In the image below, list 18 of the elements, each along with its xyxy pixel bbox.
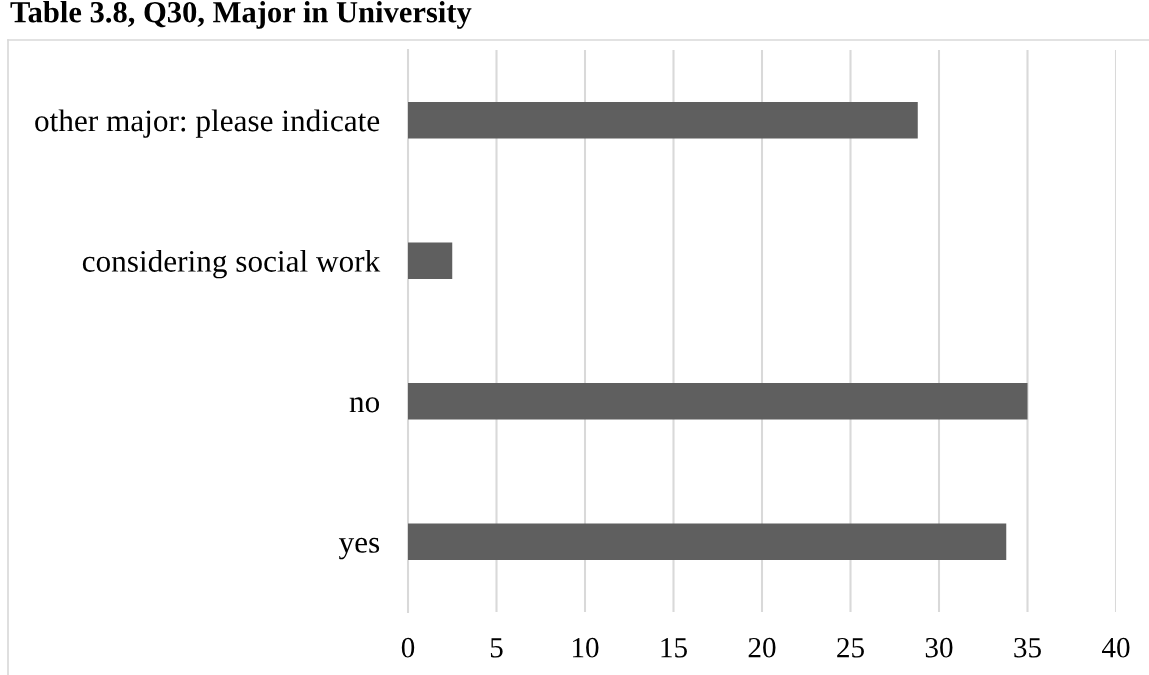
x-tick-label: 40 [1101,637,1130,658]
chart-title: Table 3.8, Q30, Major in University [10,1,472,29]
x-tick-label: 10 [572,637,599,658]
y-tick-label: no [349,397,380,413]
y-tick-label: yes [338,537,380,560]
x-tick-label: 25 [837,637,864,658]
x-tick-label: 5 [490,638,503,658]
bar [408,242,453,280]
x-tick-label: 20 [748,637,776,658]
bar [408,523,1007,561]
x-tick-label: 30 [925,637,953,658]
x-tick-label: 0 [401,637,415,658]
bar [408,101,918,139]
y-tick-label: other major: please indicate [35,109,380,138]
x-tick-label: 15 [661,637,687,658]
bar [408,382,1028,420]
y-tick-label: considering social work [82,249,381,279]
x-tick-label: 35 [1014,637,1041,658]
